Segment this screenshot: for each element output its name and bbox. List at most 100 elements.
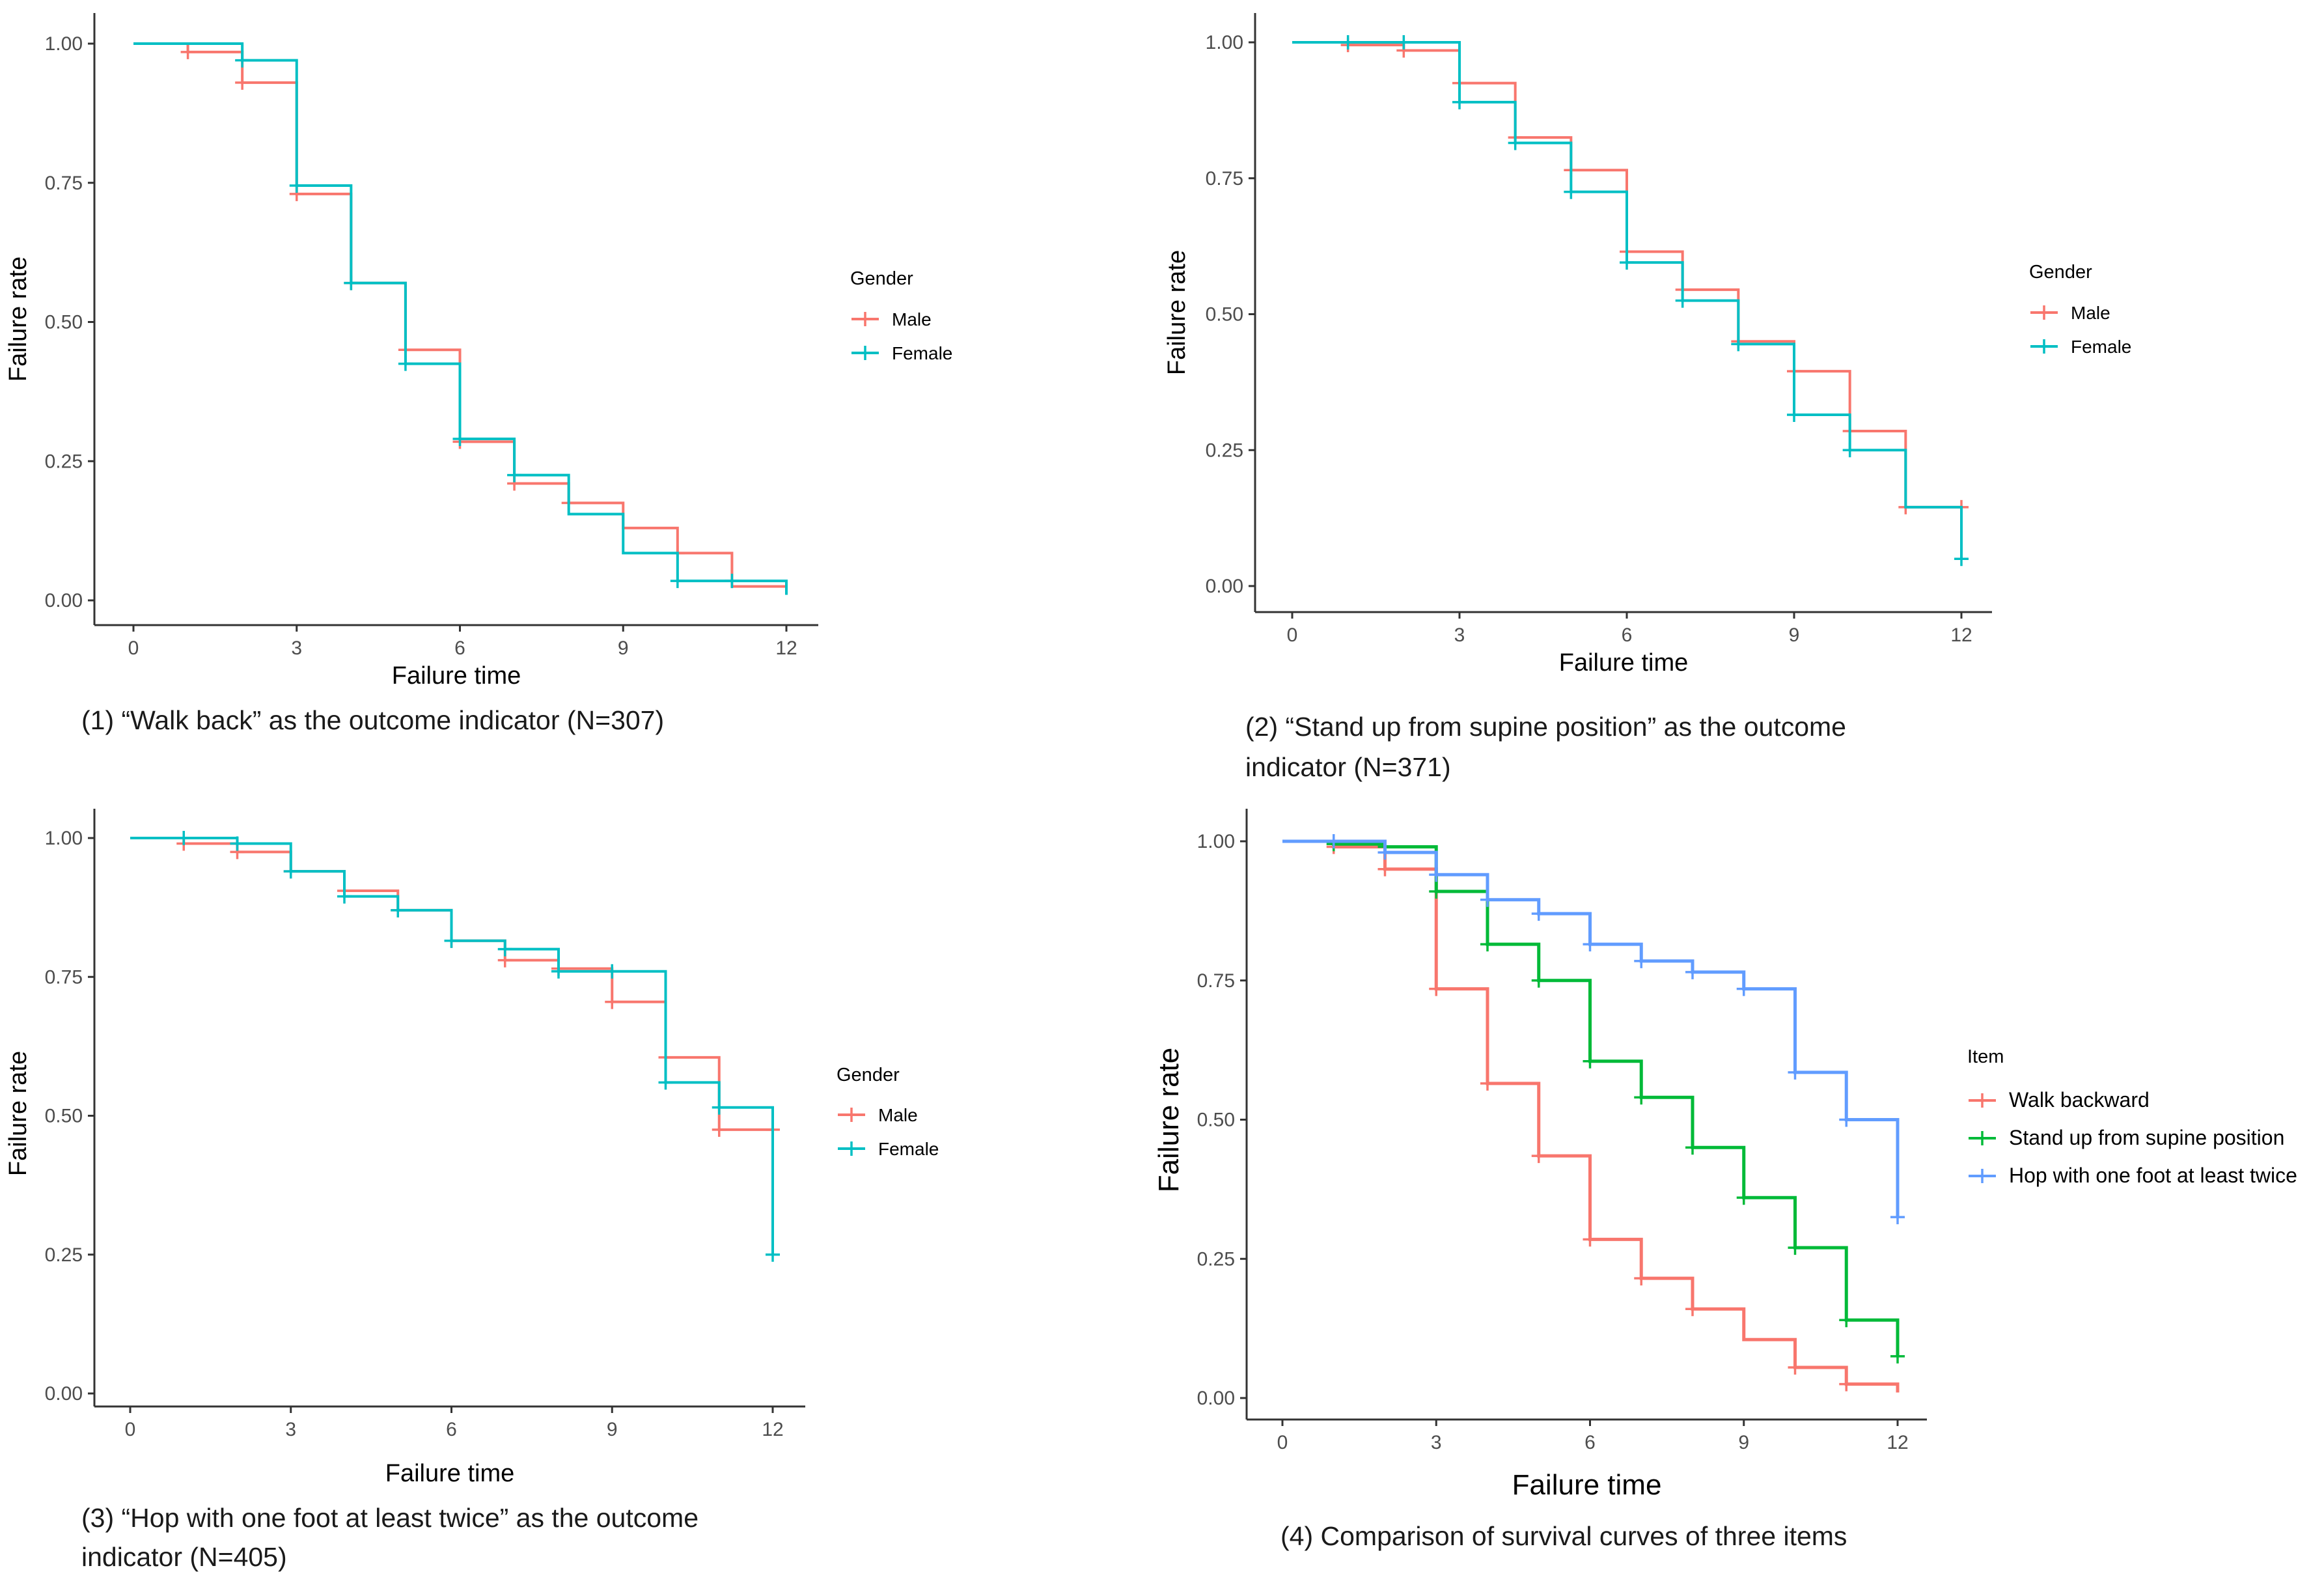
series-female: [1292, 35, 1969, 567]
legend-key-cross: [1975, 1169, 1989, 1183]
censor-mark: [1731, 337, 1746, 352]
survival-step-line: [1292, 41, 1963, 559]
y-tick-label: 0.75: [1197, 970, 1235, 992]
censor-mark: [766, 1247, 780, 1262]
censor-mark: [1480, 937, 1495, 952]
censor-mark: [180, 44, 195, 59]
legend-label: Female: [892, 343, 952, 363]
censor-mark: [725, 574, 740, 589]
censor-mark: [1531, 973, 1546, 988]
censor-mark: [605, 994, 620, 1009]
y-axis-title: Failure rate: [5, 1051, 32, 1176]
x-tick-label: 9: [1789, 624, 1800, 646]
legend-label: Female: [878, 1139, 939, 1159]
censor-mark: [235, 75, 250, 90]
x-tick-label: 12: [762, 1419, 783, 1440]
legend-key-cross: [844, 1141, 859, 1156]
series-hop-with-one-foot-at-least-twice: [1282, 834, 1905, 1225]
censor-mark: [1634, 1090, 1649, 1105]
censor-mark: [1452, 94, 1467, 109]
legend-label: Stand up from supine position: [2009, 1126, 2284, 1149]
legend-label: Walk backward: [2009, 1088, 2150, 1112]
series-male: [130, 836, 780, 1137]
censor-mark: [235, 53, 250, 68]
caption-line: (2) “Stand up from supine position” as t…: [1245, 712, 1846, 742]
legend-item: Hop with one foot at least twice: [1969, 1164, 2297, 1187]
legend-label: Female: [2071, 337, 2131, 357]
x-tick-label: 0: [1287, 624, 1298, 646]
x-tick-label: 9: [618, 637, 629, 659]
axes: 0.00 0.25 0.50 0.75 1.00 0 3 6 9 12: [1206, 13, 1992, 646]
censor-mark: [452, 432, 467, 447]
x-tick-label: 12: [775, 637, 797, 659]
censor-mark: [712, 1100, 726, 1115]
censor-mark: [1377, 845, 1392, 860]
censor-mark: [176, 831, 191, 845]
y-tick-label: 0.50: [45, 1106, 83, 1127]
legend: Gender Male Female: [850, 268, 952, 363]
censor-mark: [658, 1075, 673, 1090]
censor-mark: [283, 864, 298, 879]
x-tick-label: 0: [125, 1419, 136, 1440]
survival-step-line: [130, 837, 774, 1255]
censor-mark: [1396, 35, 1411, 49]
censor-mark: [1583, 1054, 1598, 1069]
legend-item: Male: [838, 1105, 918, 1125]
y-tick-label: 0.75: [45, 173, 83, 194]
censor-mark: [1788, 1240, 1803, 1255]
x-tick-label: 3: [291, 637, 302, 659]
x-tick-label: 6: [1584, 1432, 1596, 1453]
censor-mark: [1480, 1076, 1495, 1091]
censor-mark: [1890, 1210, 1905, 1225]
censor-mark: [1890, 1349, 1905, 1364]
chart-panel-2: 0.00 0.25 0.50 0.75 1.00 0 3 6 9 12 Failure time Fa…: [1163, 13, 2131, 782]
y-tick-label: 0.00: [1197, 1388, 1235, 1409]
legend-title: Gender: [837, 1065, 900, 1085]
censor-mark: [1634, 1271, 1649, 1286]
legend-key-cross: [1975, 1131, 1989, 1145]
legend-title: Gender: [2029, 262, 2092, 283]
censor-mark: [1508, 135, 1523, 150]
y-tick-label: 0.75: [45, 966, 83, 988]
censor-mark: [1531, 906, 1546, 921]
series-male: [133, 42, 786, 589]
censor-mark: [1787, 407, 1801, 422]
series-walk-backward: [1282, 839, 1900, 1393]
censor-mark: [1326, 834, 1341, 848]
x-tick-label: 6: [1622, 624, 1633, 646]
legend-title: Item: [1967, 1046, 2004, 1067]
series-female: [133, 42, 788, 595]
axes: 0.00 0.25 0.50 0.75 1.00 0 3 6 9 12: [1197, 809, 1927, 1453]
legend-item: Stand up from supine position: [1969, 1126, 2284, 1149]
censor-mark: [1583, 937, 1598, 952]
axes: 0.00 0.25 0.50 0.75 1.00 0 3 6 9 12: [45, 809, 805, 1440]
censor-mark: [444, 933, 459, 948]
x-axis-title: Failure time: [1559, 649, 1689, 677]
legend-label: Male: [2071, 303, 2110, 323]
censor-mark: [391, 902, 406, 917]
x-tick-label: 12: [1950, 624, 1972, 646]
censor-mark: [1340, 35, 1355, 49]
caption-line: indicator (N=405): [81, 1542, 287, 1572]
x-tick-label: 0: [1277, 1432, 1288, 1453]
censor-mark: [497, 942, 512, 957]
censor-mark: [1429, 981, 1444, 996]
censor-mark: [1685, 964, 1700, 979]
y-tick-label: 1.00: [45, 828, 83, 849]
censor-mark: [1377, 861, 1392, 876]
x-tick-label: 9: [607, 1419, 618, 1440]
censor-mark: [1685, 1302, 1700, 1317]
censor-mark: [1620, 255, 1634, 270]
censor-mark: [1429, 884, 1444, 899]
x-tick-label: 12: [1887, 1432, 1908, 1453]
legend-key-cross: [1975, 1093, 1989, 1108]
legend-item: Walk backward: [1969, 1088, 2150, 1112]
y-tick-label: 0.25: [1206, 440, 1243, 461]
x-tick-label: 3: [285, 1419, 296, 1440]
survival-step-line: [133, 42, 788, 595]
legend-item: Female: [2030, 337, 2131, 357]
legend-label: Male: [892, 309, 932, 329]
censor-mark: [507, 468, 522, 483]
censor-mark: [1842, 443, 1857, 458]
